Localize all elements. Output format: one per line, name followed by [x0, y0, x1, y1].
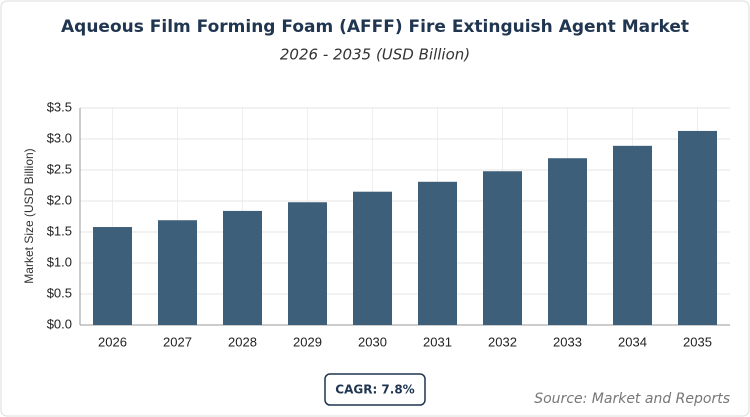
x-tick-label: 2033 — [553, 334, 582, 349]
x-tick-label: 2028 — [228, 334, 257, 349]
bar — [483, 171, 522, 325]
bar — [288, 202, 327, 325]
x-tick-label: 2031 — [423, 334, 452, 349]
x-tick-label: 2034 — [618, 334, 647, 349]
cagr-box — [324, 373, 426, 406]
bar — [223, 210, 262, 325]
chart-subtitle: 2026 - 2035 (USD Billion) — [280, 46, 470, 64]
bar — [678, 130, 717, 325]
y-tick-label: $1.0 — [47, 254, 72, 269]
y-tick-label: $1.5 — [47, 223, 72, 238]
bar — [93, 227, 132, 325]
bar — [613, 145, 652, 325]
cagr-label: CAGR: 7.8% — [335, 383, 414, 397]
bar — [548, 158, 587, 325]
y-tick-label: $0.0 — [47, 316, 72, 331]
x-tick-label: 2026 — [98, 334, 127, 349]
y-axis-label: Market Size (USD Billion) — [22, 148, 36, 283]
bar — [158, 220, 197, 325]
y-tick-label: $2.5 — [47, 161, 72, 176]
chart-title: Aqueous Film Forming Foam (AFFF) Fire Ex… — [61, 17, 689, 37]
bar — [353, 191, 392, 325]
y-tick-label: $3.5 — [47, 99, 72, 114]
y-tick-label: $2.0 — [47, 192, 72, 207]
x-tick-label: 2029 — [293, 334, 322, 349]
x-tick-label: 2035 — [683, 334, 712, 349]
x-tick-label: 2032 — [488, 334, 517, 349]
y-tick-label: $0.5 — [47, 285, 72, 300]
bar — [418, 181, 457, 325]
y-tick-label: $3.0 — [47, 130, 72, 145]
x-tick-label: 2030 — [358, 334, 387, 349]
source-label: Source: Market and Reports — [534, 391, 730, 407]
x-tick-label: 2027 — [163, 334, 192, 349]
